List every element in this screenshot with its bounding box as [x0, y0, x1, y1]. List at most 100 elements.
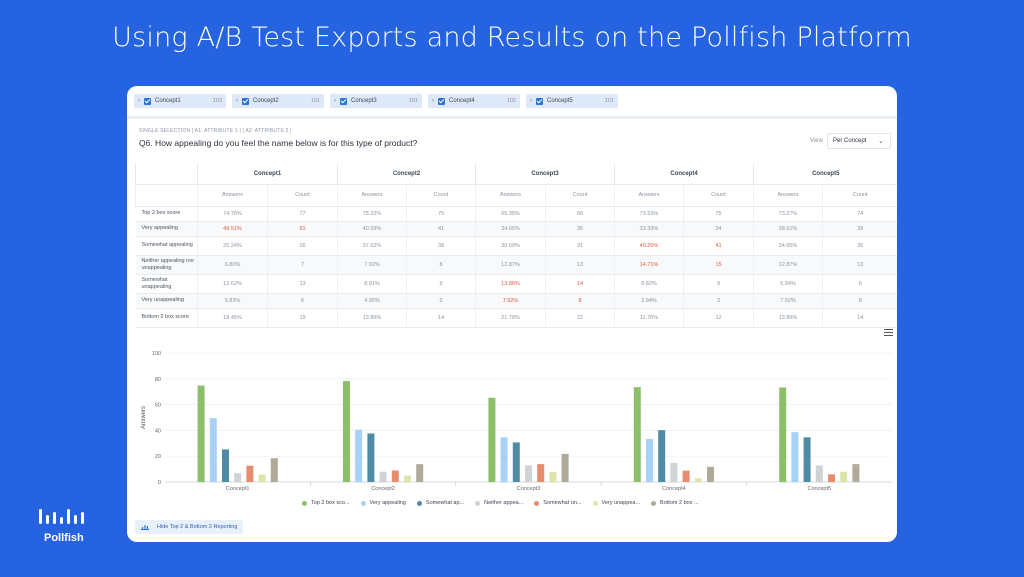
checkbox-checked-icon[interactable]: [340, 97, 347, 105]
bar: [258, 474, 266, 482]
concept-column-header: Concept1: [197, 164, 338, 185]
legend-item[interactable]: Bottom 2 box ...: [651, 500, 699, 506]
answer-count-cell: 13: [545, 255, 615, 275]
bar: [222, 449, 229, 482]
answer-count-cell: 26: [267, 236, 338, 256]
answer-percent-cell: 78.22%: [337, 206, 407, 222]
concept-chip[interactable]: › Concept3 101: [330, 94, 422, 108]
answer-percent-cell: 74.76%: [197, 206, 268, 222]
answer-percent-cell: 7.92%: [753, 293, 823, 309]
concept-chip-label: Concept3: [351, 98, 377, 104]
hide-top-bottom-reporting-button[interactable]: Hide Top 2 & Bottom 2 Reporting: [135, 520, 244, 534]
bar: [633, 387, 641, 482]
chevron-right-icon[interactable]: ›: [138, 98, 140, 104]
checkbox-checked-icon[interactable]: [144, 97, 151, 105]
answer-percent-cell: 34.65%: [475, 221, 546, 237]
answer-count-cell: 74: [822, 206, 897, 222]
chart-legend: Top 2 box sco... Very appealing Somewhat a…: [302, 500, 699, 506]
bar: [791, 432, 799, 482]
concept-chip-count: 101: [604, 98, 614, 104]
table-corner-sub: [135, 184, 198, 207]
row-label: Very appealing: [135, 221, 198, 237]
answer-count-cell: 34: [683, 221, 754, 237]
bar: [197, 385, 205, 482]
answer-count-cell: 8: [545, 293, 615, 309]
chevron-down-icon: ⌄: [878, 138, 884, 145]
concept-chip[interactable]: › Concept2 101: [232, 94, 324, 108]
results-table: Concept1 Concept2 Concept3 Concept4 Concept5…: [135, 164, 897, 328]
answer-count-cell: 13: [267, 274, 338, 294]
bar: [646, 439, 653, 482]
legend-dot-icon: [475, 500, 481, 506]
answer-percent-cell: 49.51%: [197, 221, 268, 237]
y-tick-label: 0: [158, 480, 161, 486]
bar: [512, 442, 520, 482]
checkbox-checked-icon[interactable]: [242, 97, 249, 105]
legend-label: Very appealing: [369, 500, 406, 506]
answer-count-cell: 66: [545, 206, 615, 222]
legend-dot-icon: [534, 500, 540, 506]
view-select[interactable]: Per Concept ⌄: [827, 133, 891, 149]
chevron-right-icon[interactable]: ›: [432, 98, 434, 104]
legend-item[interactable]: Neither appea...: [475, 500, 523, 506]
bar: [343, 381, 350, 482]
bar: [779, 387, 787, 482]
answer-count-cell: 7: [267, 255, 338, 275]
answer-percent-cell: 6.80%: [197, 255, 268, 275]
bar: [815, 465, 823, 482]
concept-chip[interactable]: › Concept5 101: [526, 94, 618, 108]
answer-percent-cell: 8.91%: [337, 274, 407, 294]
answer-count-cell: 3: [683, 293, 754, 309]
bar: [549, 471, 557, 482]
legend-item[interactable]: Somewhat un...: [534, 500, 582, 506]
concept-chip[interactable]: › Concept4 102: [428, 94, 520, 108]
answer-percent-cell: 12.87%: [753, 255, 823, 275]
sub-column-header: Count: [545, 184, 615, 207]
concept-chip[interactable]: › Concept1 103: [134, 94, 226, 108]
bar-chart: 0 20 40 60 80 100 Answers Concept1 Concept2 Conce…: [141, 351, 892, 492]
y-axis-label: Answers: [141, 406, 147, 429]
chevron-right-icon[interactable]: ›: [236, 98, 238, 104]
legend-item[interactable]: Very appealing: [360, 500, 406, 506]
bar: [355, 429, 363, 482]
bar: [828, 474, 835, 482]
answer-percent-cell: 25.24%: [197, 236, 268, 256]
x-tick-label: Concept2: [371, 486, 395, 492]
bar: [246, 465, 254, 482]
legend-label: Somewhat un...: [543, 500, 582, 506]
y-tick-label: 40: [155, 428, 161, 434]
chart-menu-icon[interactable]: [884, 329, 893, 336]
legend-item[interactable]: Somewhat ap...: [416, 500, 464, 506]
checkbox-checked-icon[interactable]: [438, 97, 445, 105]
answer-count-cell: 15: [683, 255, 754, 275]
answer-count-cell: 77: [267, 206, 338, 222]
legend-label: Neither appea...: [484, 500, 524, 506]
answer-count-cell: 39: [822, 221, 897, 237]
answer-percent-cell: 5.94%: [753, 274, 823, 294]
table-row: Somewhat unappealing 12.62% 13 8.91% 9 13.86%…: [135, 274, 897, 294]
answer-percent-cell: 37.62%: [337, 236, 407, 256]
bar: [391, 470, 399, 482]
answer-percent-cell: 40.20%: [614, 236, 684, 256]
answer-percent-cell: 34.65%: [753, 236, 823, 256]
answer-count-cell: 12: [683, 308, 754, 328]
legend-item[interactable]: Top 2 box sco...: [302, 500, 350, 506]
checkbox-checked-icon[interactable]: [536, 97, 543, 105]
answer-count-cell: 38: [406, 236, 476, 256]
results-panel: › Concept1 103 › Concept2 101 › Concept3 101 › Con…: [127, 86, 897, 542]
legend-dot-icon: [592, 500, 598, 506]
bar: [404, 475, 411, 482]
legend-label: Very unappea...: [601, 500, 641, 506]
chevron-right-icon[interactable]: ›: [530, 98, 532, 104]
view-select-value: Per Concept: [833, 138, 867, 144]
chevron-right-icon[interactable]: ›: [334, 98, 336, 104]
concept-chip-count: 101: [310, 98, 320, 104]
answer-percent-cell: 12.62%: [197, 274, 268, 294]
sub-column-header: Answers: [337, 184, 407, 207]
table-corner: [135, 164, 198, 185]
concept-chip-count: 103: [212, 98, 222, 104]
concept-column-header: Concept3: [475, 164, 615, 185]
answer-count-cell: 14: [545, 274, 615, 294]
answer-count-cell: 35: [545, 221, 615, 237]
legend-item[interactable]: Very unappea...: [592, 500, 641, 506]
